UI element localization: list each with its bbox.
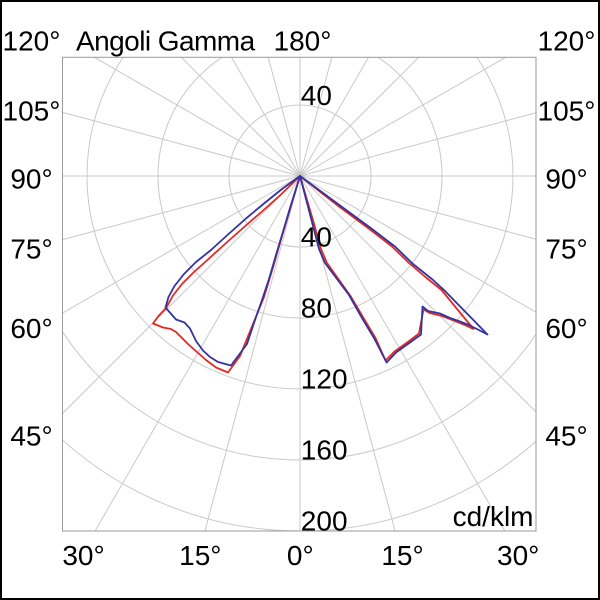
svg-text:Angoli Gamma: Angoli Gamma <box>76 25 256 56</box>
svg-text:120°: 120° <box>538 25 596 56</box>
svg-text:105°: 105° <box>538 96 596 127</box>
svg-text:200: 200 <box>301 506 348 537</box>
svg-text:75°: 75° <box>10 233 52 264</box>
svg-text:90°: 90° <box>10 163 52 194</box>
svg-text:0°: 0° <box>287 540 314 571</box>
svg-text:60°: 60° <box>10 313 52 344</box>
svg-text:60°: 60° <box>545 313 587 344</box>
svg-text:160: 160 <box>301 435 348 466</box>
svg-text:75°: 75° <box>545 233 587 264</box>
svg-text:15°: 15° <box>179 540 221 571</box>
svg-text:40: 40 <box>301 80 332 111</box>
svg-text:30°: 30° <box>62 540 104 571</box>
svg-text:80: 80 <box>301 293 332 324</box>
svg-text:45°: 45° <box>10 421 52 452</box>
svg-text:120: 120 <box>301 364 348 395</box>
svg-text:105°: 105° <box>3 96 61 127</box>
svg-text:cd/klm: cd/klm <box>453 501 534 532</box>
svg-text:40: 40 <box>301 222 332 253</box>
svg-text:180°: 180° <box>274 25 332 56</box>
svg-text:120°: 120° <box>3 25 61 56</box>
svg-text:30°: 30° <box>497 540 539 571</box>
svg-text:45°: 45° <box>545 421 587 452</box>
svg-text:90°: 90° <box>545 163 587 194</box>
svg-text:15°: 15° <box>381 540 423 571</box>
